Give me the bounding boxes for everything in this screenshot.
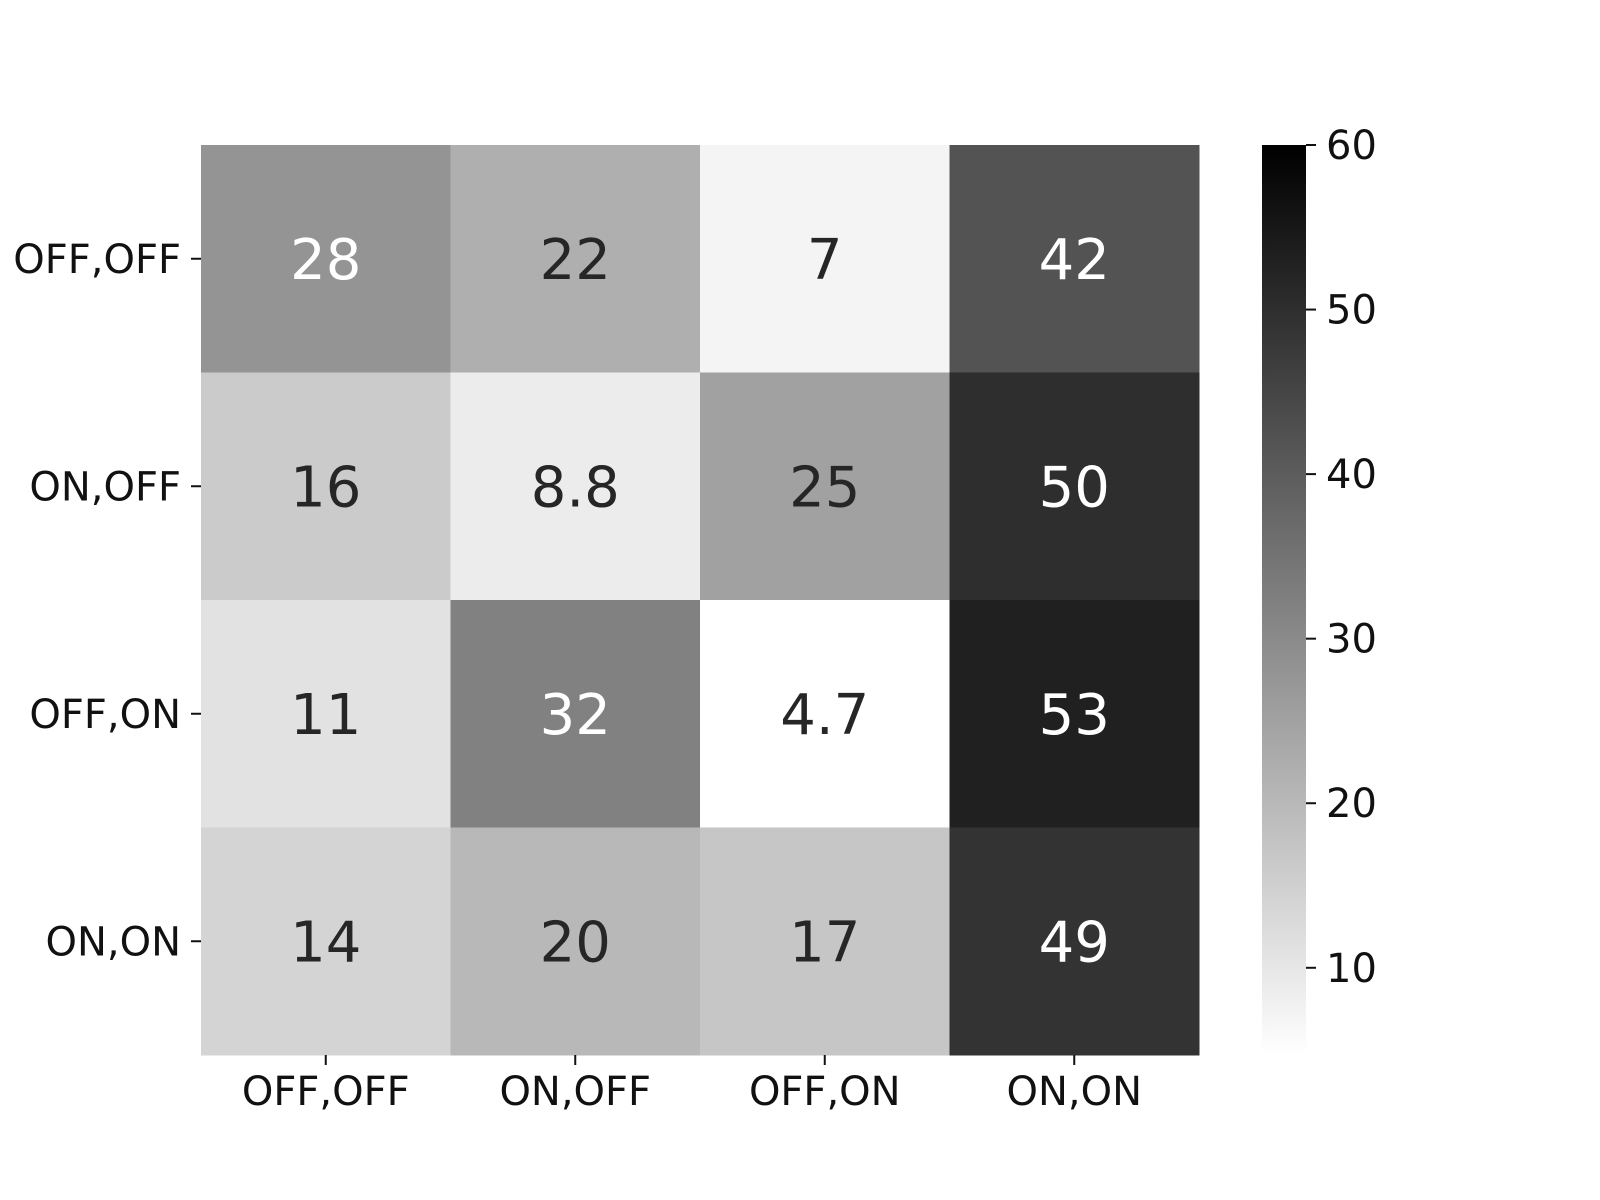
colorbar-tick-label: 20 xyxy=(1326,781,1377,827)
heatmap-cell xyxy=(450,600,701,828)
cell-value-label: 42 xyxy=(1039,228,1110,293)
x-axis: OFF,OFF ON,OFF OFF,ON ON,ON xyxy=(242,1055,1142,1115)
cell-value-label: 4.7 xyxy=(780,683,869,748)
heatmap-cell xyxy=(201,372,451,601)
colorbar-tick-label: 60 xyxy=(1326,123,1377,169)
heatmap-cell xyxy=(700,145,950,373)
y-tick-label: ON,OFF xyxy=(29,464,181,510)
cell-value-label: 20 xyxy=(540,910,611,975)
cell-value-label: 17 xyxy=(789,910,860,975)
heatmap-cell xyxy=(949,372,1200,601)
heatmap-cell xyxy=(201,827,451,1056)
cell-value-label: 32 xyxy=(540,683,611,748)
cell-value-label: 25 xyxy=(789,455,860,520)
y-axis: OFF,OFF ON,OFF OFF,ON ON,ON xyxy=(13,237,201,965)
x-tick-label: OFF,OFF xyxy=(242,1069,410,1115)
colorbar-tick-label: 10 xyxy=(1326,946,1377,992)
cell-value-label: 16 xyxy=(290,455,361,520)
heatmap-cell xyxy=(700,372,950,601)
cell-value-label: 14 xyxy=(290,910,361,975)
cell-value-label: 49 xyxy=(1039,910,1110,975)
y-tick-label: ON,ON xyxy=(45,919,181,965)
cell-value-label: 50 xyxy=(1039,455,1110,520)
heatmap-cell xyxy=(700,600,950,828)
cell-value-label: 22 xyxy=(540,228,611,293)
heatmap-cell-labels: 28 22 7 42 16 8.8 25 50 11 32 4.7 53 14 20 17 49 xyxy=(290,228,1110,976)
heatmap-cells xyxy=(201,145,1200,1056)
x-tick-label: OFF,ON xyxy=(749,1069,901,1115)
cell-value-label: 8.8 xyxy=(531,455,620,520)
y-tick-label: OFF,OFF xyxy=(13,237,181,283)
colorbar-tick-label: 50 xyxy=(1326,288,1377,334)
colorbar-gradient xyxy=(1262,145,1306,1055)
heatmap-cell xyxy=(700,827,950,1056)
cell-value-label: 11 xyxy=(290,683,361,748)
colorbar-tick-label: 40 xyxy=(1326,452,1377,498)
heatmap-cell xyxy=(949,145,1200,373)
heatmap-cell xyxy=(201,600,451,828)
x-tick-label: ON,ON xyxy=(1006,1069,1142,1115)
heatmap-cell xyxy=(201,145,451,373)
cell-value-label: 7 xyxy=(807,228,843,293)
heatmap-cell xyxy=(949,600,1200,828)
colorbar-tick-label: 30 xyxy=(1326,617,1377,663)
x-tick-label: ON,OFF xyxy=(499,1069,651,1115)
cell-value-label: 28 xyxy=(290,228,361,293)
heatmap-cell xyxy=(450,827,701,1056)
cell-value-label: 53 xyxy=(1039,683,1110,748)
heatmap-cell xyxy=(450,145,701,373)
y-tick-label: OFF,ON xyxy=(29,692,181,738)
colorbar: 10 20 30 40 50 60 xyxy=(1262,123,1377,1055)
heatmap-cell xyxy=(949,827,1200,1056)
heatmap-cell xyxy=(450,372,701,601)
